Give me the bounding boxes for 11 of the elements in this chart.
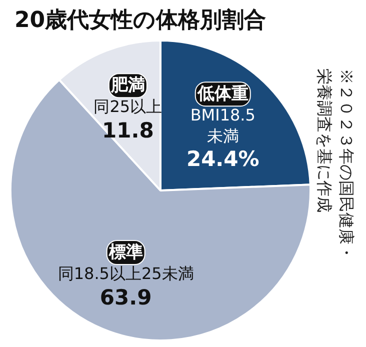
text: BMI18.5 未満	[190, 106, 256, 146]
data-label: 63.9	[100, 286, 152, 310]
data-label: 11.8	[102, 118, 154, 143]
chart-title: 20歳代女性の体格別割合	[14, 8, 266, 33]
slice-label: 標準	[108, 242, 143, 263]
text: 同18.5以上25未満	[58, 264, 194, 284]
slice-label: 低体重	[196, 84, 248, 104]
text: ※２０２３年の国民健康・栄養調査を基に作成	[315, 68, 356, 260]
data-label: 24.4%	[186, 147, 260, 172]
slice-label: 肥満	[110, 76, 145, 96]
text: 同25以上	[94, 97, 162, 116]
